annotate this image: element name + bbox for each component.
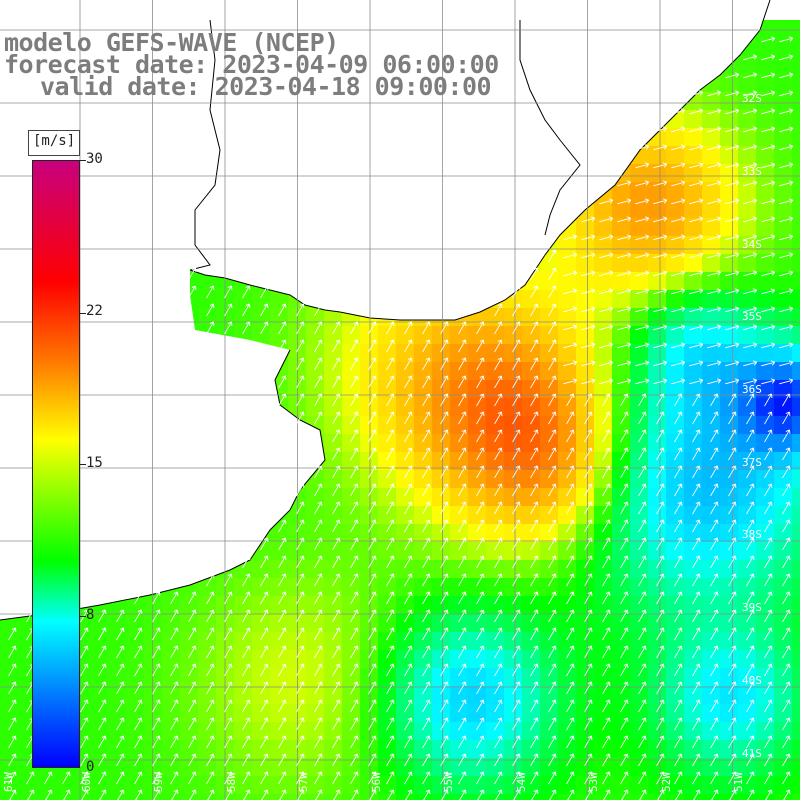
- colorbar-tick-mark: [80, 313, 86, 314]
- argentina-coast: [0, 349, 326, 621]
- model-title: modelo GEFS-WAVE (NCEP): [4, 28, 339, 57]
- lon-label: 57W: [297, 772, 310, 792]
- uruguay-argentina-border: [189, 19, 221, 271]
- land-mass: [0, 0, 770, 620]
- lat-label: 32S: [742, 92, 762, 105]
- unit-box: [28, 130, 80, 156]
- lon-label: 59W: [152, 772, 165, 792]
- colorbar-tick-15: 15: [86, 455, 103, 471]
- colorbar-tick-0: 0: [86, 759, 95, 775]
- lon-label: 56W: [370, 772, 383, 792]
- forecast-date: forecast date: 2023-04-09 06:00:00: [4, 50, 499, 79]
- lon-label: 61W: [2, 772, 15, 792]
- colorbar-unit: [m/s]: [33, 133, 76, 149]
- lat-label: 38S: [742, 528, 762, 541]
- lon-label: 54W: [515, 772, 528, 792]
- lat-label: 40S: [742, 674, 762, 687]
- lat-label: 33S: [742, 165, 762, 178]
- lat-label: 37S: [742, 456, 762, 469]
- colorbar: [32, 160, 80, 768]
- lat-label: 39S: [742, 601, 762, 614]
- valid-date: valid date: 2023-04-18 09:00:00: [40, 72, 492, 101]
- lon-label: 58W: [225, 772, 238, 792]
- lat-label: 34S: [742, 238, 762, 251]
- uruguay-coast: [189, 269, 341, 313]
- lat-label: 41S: [742, 747, 762, 760]
- colorbar-tick-22: 22: [86, 303, 103, 319]
- colorbar-tick-mark: [80, 464, 86, 465]
- lat-label: 36S: [742, 383, 762, 396]
- lon-label: 60W: [80, 772, 93, 792]
- coastline: [339, 0, 771, 321]
- brazil-uruguay-border: [519, 20, 581, 236]
- lon-label: 55W: [442, 772, 455, 792]
- colorbar-tick-30: 30: [86, 151, 103, 167]
- colorbar-tick-mark: [80, 616, 86, 617]
- lon-label: 51W: [732, 772, 745, 792]
- lon-label: 52W: [660, 772, 673, 792]
- lat-label: 35S: [742, 310, 762, 323]
- colorbar-tick-8: 8: [86, 607, 95, 623]
- colorbar-tick-mark: [80, 160, 86, 161]
- wind-arrows: [8, 36, 794, 800]
- lon-label: 53W: [587, 772, 600, 792]
